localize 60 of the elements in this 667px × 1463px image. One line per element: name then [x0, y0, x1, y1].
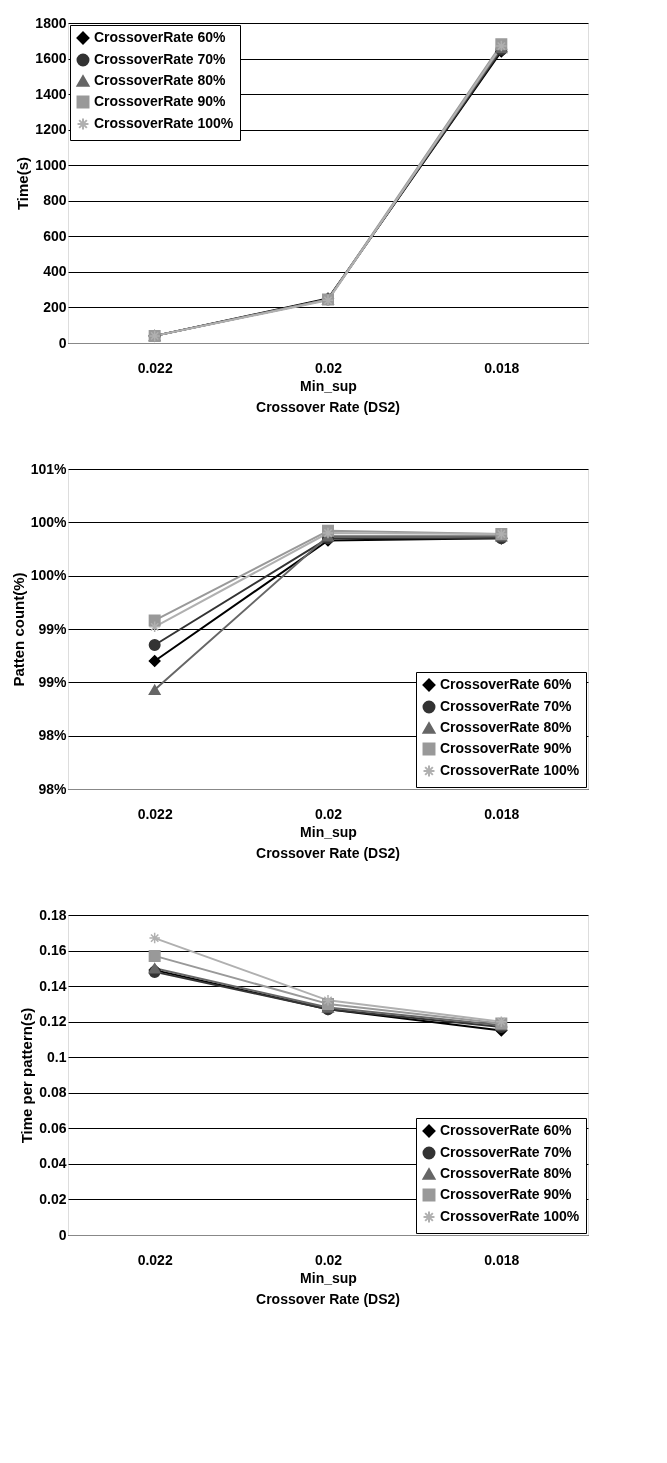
x-axis-title: Min_sup	[300, 377, 357, 394]
y-tick-label: 200	[43, 298, 67, 315]
y-axis-title: Time per pattern(s)	[18, 1007, 36, 1144]
legend-label: CrossoverRate 80%	[440, 719, 573, 735]
y-tick-label: 0.04	[39, 1155, 67, 1172]
legend-label: CrossoverRate 100%	[94, 115, 234, 131]
y-tick-label: 600	[43, 227, 67, 244]
x-tick-label: 0.02	[314, 805, 343, 822]
x-tick-label: 0.02	[314, 359, 343, 376]
y-tick-label: 101%	[30, 460, 68, 477]
y-tick-label: 1200	[35, 121, 67, 138]
y-tick-label: 1600	[35, 50, 67, 67]
legend-label: CrossoverRate 90%	[440, 1186, 573, 1202]
y-tick-label: 800	[43, 192, 67, 209]
legend-label: CrossoverRate 80%	[440, 1165, 573, 1181]
y-tick-label: 100%	[30, 567, 68, 584]
y-tick-label: 400	[43, 263, 67, 280]
x-tick-label: 0.018	[484, 805, 520, 822]
x-tick-label: 0.018	[484, 1251, 520, 1268]
text: Crossover Rate (DS2)	[256, 1291, 400, 1307]
y-tick-label: 0.06	[39, 1119, 67, 1136]
legend-label: CrossoverRate 80%	[94, 72, 227, 88]
y-tick-label: 1400	[35, 85, 67, 102]
y-tick-label: 1800	[35, 14, 67, 31]
y-tick-label: 0	[58, 334, 67, 351]
x-tick-label: 0.02	[314, 1251, 343, 1268]
y-tick-label: 0.1	[47, 1048, 67, 1065]
legend-label: CrossoverRate 100%	[440, 1208, 580, 1224]
y-tick-label: 98%	[38, 727, 68, 744]
legend-label: CrossoverRate 70%	[94, 51, 227, 67]
legend-label: CrossoverRate 70%	[440, 698, 573, 714]
y-tick-label: 0.02	[39, 1190, 67, 1207]
x-axis-title: Min_sup	[300, 1269, 357, 1286]
legend-label: CrossoverRate 90%	[94, 93, 227, 109]
y-tick-label: 0.16	[39, 942, 67, 959]
legend-label: CrossoverRate 60%	[94, 29, 227, 45]
y-tick-label: 99%	[38, 620, 68, 637]
y-tick-label: 0	[58, 1226, 67, 1243]
y-tick-label: 1000	[35, 156, 67, 173]
legend-label: CrossoverRate 100%	[440, 762, 580, 778]
y-tick-label: 0.14	[39, 977, 67, 994]
y-tick-label: 99%	[38, 673, 68, 690]
legend-label: CrossoverRate 90%	[440, 740, 573, 756]
y-tick-label: 0.18	[39, 906, 67, 923]
y-tick-label: 98%	[38, 780, 68, 797]
legend-label: CrossoverRate 60%	[440, 676, 573, 692]
x-tick-label: 0.022	[137, 359, 173, 376]
text: Crossover Rate (DS2)	[256, 399, 400, 415]
legend-label: CrossoverRate 70%	[440, 1144, 573, 1160]
y-tick-label: 100%	[30, 513, 68, 530]
y-tick-label: 0.08	[39, 1084, 67, 1101]
x-axis-title: Min_sup	[300, 823, 357, 840]
y-tick-label: 0.12	[39, 1013, 67, 1030]
x-tick-label: 0.022	[137, 1251, 173, 1268]
x-tick-label: 0.018	[484, 359, 520, 376]
legend-label: CrossoverRate 60%	[440, 1122, 573, 1138]
x-tick-label: 0.022	[137, 805, 173, 822]
y-axis-title: Time(s)	[14, 156, 32, 211]
y-axis-title: Patten count(%)	[9, 572, 27, 687]
text: Crossover Rate (DS2)	[256, 845, 400, 861]
